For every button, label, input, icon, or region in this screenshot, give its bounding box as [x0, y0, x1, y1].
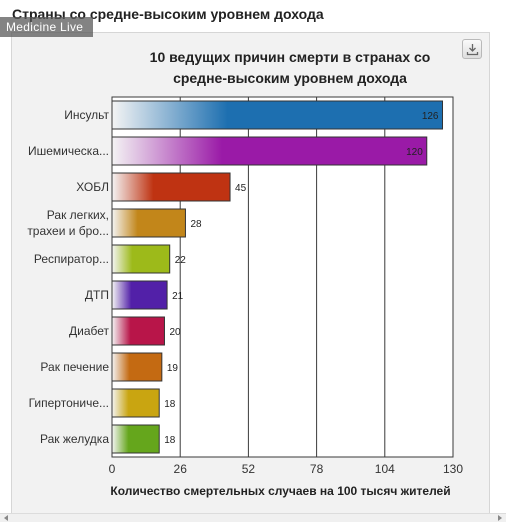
- horizontal-scrollbar[interactable]: [0, 513, 506, 522]
- chart-title-line1: 10 ведущих причин смерти в странах со: [149, 49, 431, 65]
- bar: [111, 244, 171, 274]
- category-label: Респиратор...: [34, 252, 109, 266]
- category-label: Рак печение: [40, 360, 109, 374]
- category-label: ДТП: [85, 288, 109, 302]
- bar: [111, 316, 165, 346]
- category-label: трахеи и бро...: [27, 224, 109, 238]
- bar-value-label: 18: [164, 399, 176, 410]
- scroll-left-icon[interactable]: [4, 515, 8, 521]
- bar-value-label: 19: [167, 363, 179, 374]
- category-label: ХОБЛ: [76, 180, 109, 194]
- bar: [111, 280, 168, 310]
- bar: [111, 208, 186, 238]
- bar-value-label: 22: [175, 255, 187, 266]
- plot-border: [111, 96, 454, 458]
- x-tick-label: 52: [242, 462, 256, 476]
- x-tick-label: 78: [310, 462, 324, 476]
- chart-title-line2: средне-высоким уровнем дохода: [173, 70, 407, 86]
- bar-value-label: 45: [235, 183, 247, 194]
- bar-value-label: 28: [190, 219, 202, 230]
- bar: [111, 136, 428, 166]
- bar-value-label: 21: [172, 291, 184, 302]
- download-button[interactable]: [462, 39, 482, 59]
- category-label: Рак легких,: [47, 208, 109, 222]
- category-label: Ишемическа...: [28, 144, 109, 158]
- category-label: Рак желудка: [40, 432, 109, 446]
- bar-value-label: 18: [164, 435, 176, 446]
- watermark: Medicine Live: [0, 17, 94, 37]
- bar-value-label: 20: [169, 327, 181, 338]
- bar-value-label: 120: [406, 147, 423, 158]
- x-tick-label: 104: [375, 462, 395, 476]
- category-label: Диабет: [69, 324, 110, 338]
- bar: [111, 100, 444, 130]
- x-tick-label: 130: [443, 462, 463, 476]
- bar: [111, 352, 163, 382]
- bar: [111, 388, 160, 418]
- category-label: Гипертониче...: [29, 396, 109, 410]
- bar-value-label: 126: [422, 111, 439, 122]
- bar: [111, 424, 160, 454]
- scroll-right-icon[interactable]: [498, 515, 502, 521]
- x-axis-label: Количество смертельных случаев на 100 ты…: [110, 484, 450, 498]
- category-label: Инсульт: [64, 108, 109, 122]
- bar: [111, 172, 231, 202]
- x-tick-label: 26: [174, 462, 188, 476]
- chart-title: 10 ведущих причин смерти в странах со ср…: [100, 47, 480, 89]
- download-icon: [466, 44, 479, 56]
- x-tick-label: 0: [109, 462, 116, 476]
